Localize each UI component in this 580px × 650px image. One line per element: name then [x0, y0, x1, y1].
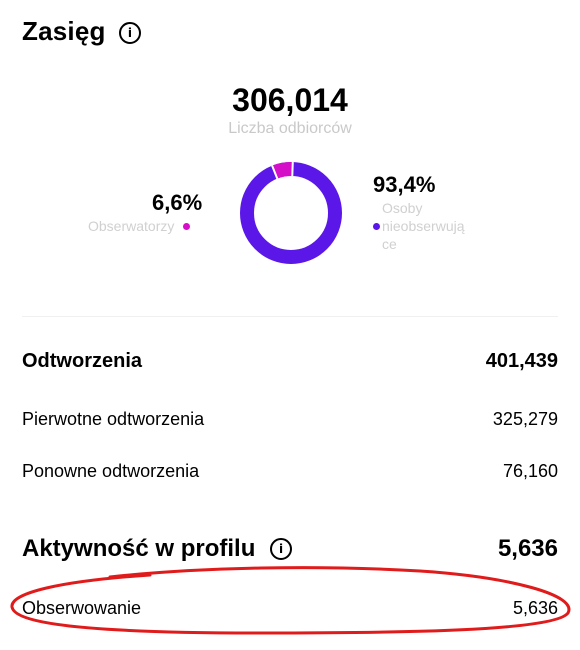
reach-total-value: 306,014	[232, 82, 348, 118]
info-icon[interactable]: i	[119, 22, 142, 44]
plays-value: 401,439	[485, 350, 558, 372]
page-title: Zasięg i	[22, 16, 142, 47]
followers-legend: Obserwatorzy	[88, 218, 190, 236]
reach-donut-chart	[240, 161, 342, 264]
info-icon[interactable]: i	[270, 538, 293, 560]
donut-followers-arc	[272, 162, 293, 179]
initial-plays-label: Pierwotne odtworzenia	[22, 409, 205, 429]
follows-label: Obserwowanie	[22, 598, 142, 618]
page-title-text: Zasięg	[22, 16, 106, 46]
annotation-stroke	[10, 566, 571, 635]
non-followers-dot	[373, 223, 380, 230]
annotation-circle	[10, 566, 571, 635]
reach-total-label: Liczba odbiorców	[228, 120, 352, 137]
replays-label: Ponowne odtworzenia	[22, 461, 200, 481]
non-followers-label-line-3: ce	[382, 236, 397, 252]
followers-label: Obserwatorzy	[88, 218, 175, 234]
followers-dot	[182, 223, 190, 230]
donut-non-followers-arc	[240, 162, 342, 264]
section-divider	[22, 316, 558, 317]
non-followers-percent: 93,4%	[373, 172, 436, 197]
plays-label: Odtworzenia	[22, 350, 143, 372]
initial-plays-value: 325,279	[492, 409, 558, 429]
non-followers-label-line-1: Osoby	[382, 200, 423, 216]
followers-percent: 6,6%	[152, 190, 203, 215]
profile-activity-label: Aktywność w profilu	[22, 535, 256, 562]
follows-value: 5,636	[512, 598, 558, 618]
profile-activity-heading: Aktywność w profilu i	[22, 535, 293, 563]
non-followers-legend: Osoby nieobserwują ce	[373, 200, 465, 252]
non-followers-label-line-2: nieobserwują	[382, 218, 465, 234]
replays-value: 76,160	[502, 461, 558, 481]
profile-activity-value: 5,636	[497, 535, 558, 562]
donut-separator	[271, 161, 294, 180]
